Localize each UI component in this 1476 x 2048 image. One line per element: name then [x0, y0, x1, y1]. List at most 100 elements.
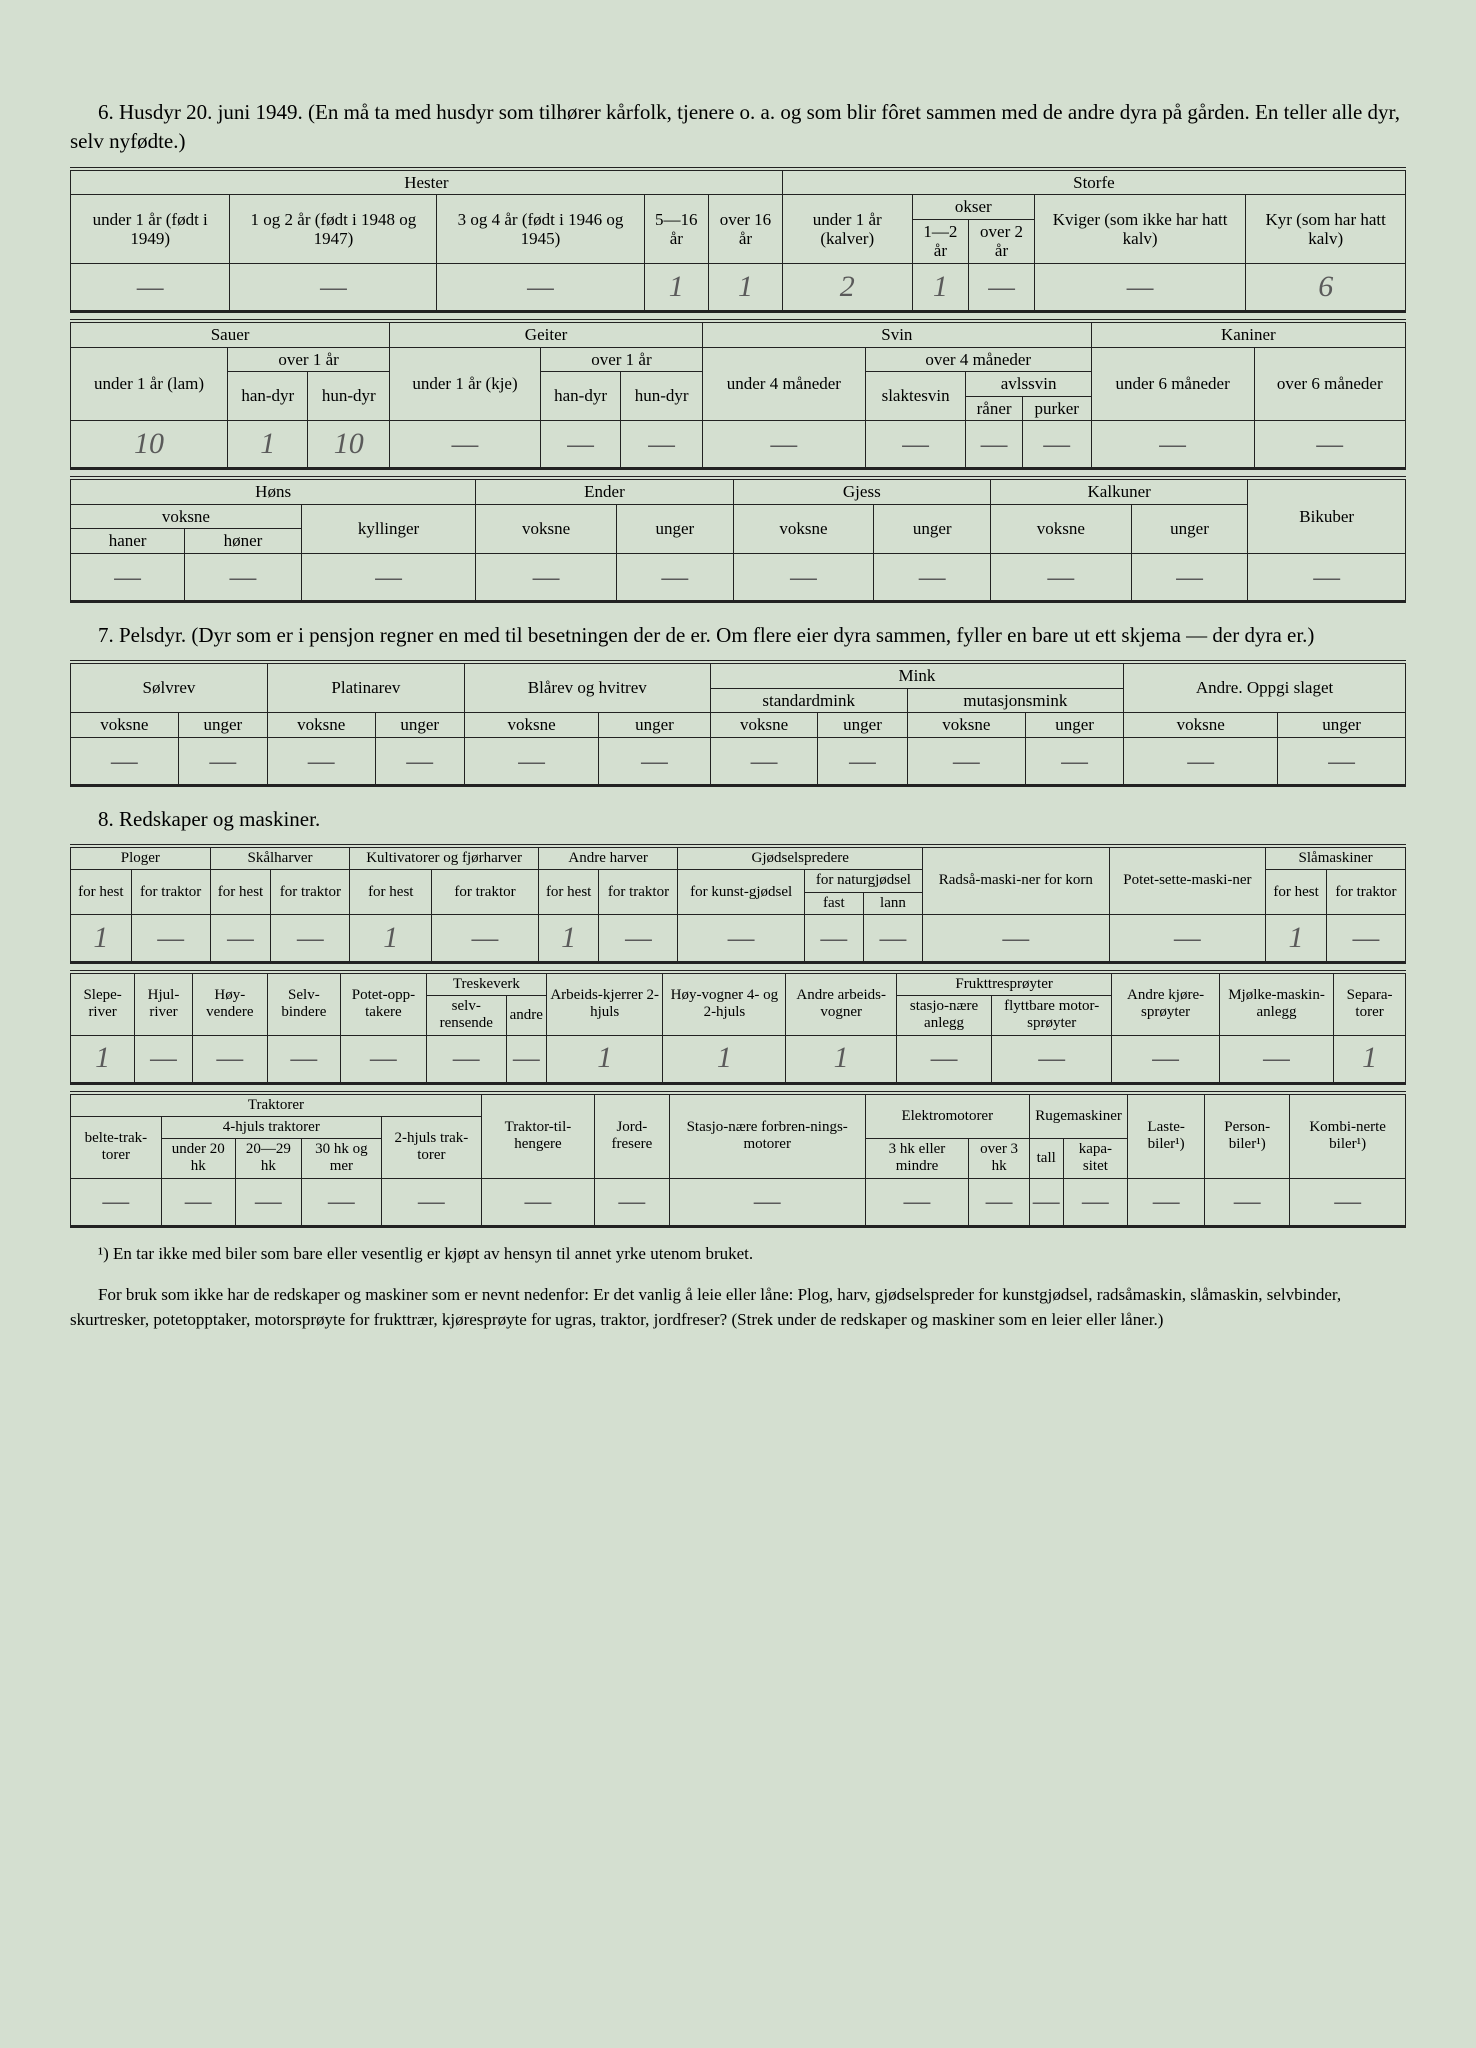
table-hons: Høns Ender Gjess Kalkuner Bikuber voksne… [70, 476, 1406, 603]
en-0: voksne [476, 504, 617, 553]
r1h1: Skålharver [210, 846, 350, 870]
pva1: — [1278, 737, 1406, 785]
r1s7: for traktor [599, 870, 678, 915]
r2h8: Andre arbeids-vogner [786, 972, 897, 1035]
gjess-label: Gjess [733, 478, 990, 504]
r2v3: — [267, 1035, 340, 1083]
r1v13: 1 [1266, 914, 1327, 962]
r1s6: for hest [538, 870, 599, 915]
r1v3: — [271, 914, 350, 962]
pvm3: — [1026, 737, 1124, 785]
r2t0: selv-rensende [426, 996, 506, 1036]
sv0: 2 [782, 263, 912, 311]
pv20: — [464, 737, 598, 785]
r2h4: Potet-opp-takere [340, 972, 426, 1035]
r1s0: for hest [71, 870, 132, 915]
pvm0: — [710, 737, 818, 785]
r2h5: Treskeverk [426, 972, 546, 996]
sa-c0: han-dyr [228, 372, 308, 421]
r2h7: Høy-vogner 4- og 2-hjuls [663, 972, 786, 1035]
s-under1: under 1 år (kalver) [782, 195, 912, 264]
sv2: — [969, 263, 1035, 311]
r1s13: for traktor [1326, 870, 1405, 915]
ender-label: Ender [476, 478, 733, 504]
r3v2: — [235, 1178, 301, 1226]
r3v8: — [865, 1178, 969, 1226]
r3-belte: belte-trak-torer [71, 1116, 162, 1178]
hv2: — [437, 263, 644, 311]
r2t1: andre [506, 996, 546, 1036]
r2f0: stasjo-nære anlegg [897, 996, 992, 1036]
r3v6: — [594, 1178, 669, 1226]
table-redskaper-2: Slepe-river Hjul-river Høy-vendere Selv-… [70, 970, 1406, 1085]
r3-4h: 4-hjuls traktorer [161, 1116, 381, 1138]
r3-4h0: under 20 hk [161, 1139, 235, 1179]
h-col-4: over 16 år [709, 195, 783, 264]
r3-ru: Rugemaskiner [1029, 1093, 1127, 1139]
sv-av1: purker [1022, 396, 1091, 421]
table-hester-storfe: Hester Storfe under 1 år (født i 1949) 1… [70, 167, 1406, 313]
r2v11: — [992, 1035, 1112, 1083]
r3b0: Laste-biler¹) [1128, 1093, 1205, 1179]
r2v10: — [897, 1035, 992, 1083]
s-okser: okser [912, 195, 1034, 220]
storfe-label: Storfe [782, 169, 1405, 195]
hov0: — [71, 553, 185, 601]
h-col-3: 5—16 år [644, 195, 709, 264]
r3v0: — [71, 1178, 162, 1226]
sv-o4: over 4 måneder [865, 347, 1091, 372]
r1h2: Kultivatorer og fjørharver [350, 846, 538, 870]
section7-title: 7. Pelsdyr. (Dyr som er i pensjon regner… [70, 621, 1406, 650]
sav1: 1 [228, 421, 308, 469]
kav0: — [1091, 421, 1254, 469]
r1s12: for hest [1266, 870, 1327, 915]
r1v12: — [1109, 914, 1266, 962]
r2v2: — [192, 1035, 267, 1083]
pc21: unger [599, 713, 710, 738]
ho-c1: høner [185, 529, 302, 554]
r3b2: Kombi-nerte biler¹) [1290, 1093, 1406, 1179]
pv10: — [267, 737, 375, 785]
s-ok-1: over 2 år [969, 219, 1035, 263]
pvm2: — [907, 737, 1025, 785]
pcm3: unger [1026, 713, 1124, 738]
table-sauer-svin: Sauer Geiter Svin Kaniner under 1 år (la… [70, 319, 1406, 470]
r1v10: — [863, 914, 922, 962]
r1h7: Slåmaskiner [1266, 846, 1406, 870]
hons-label: Høns [71, 478, 476, 504]
r2h1: Hjul-river [135, 972, 193, 1035]
sv-sl: slaktesvin [865, 372, 966, 421]
hv3: 1 [644, 263, 709, 311]
sa-u1: under 1 år (lam) [71, 347, 228, 421]
klv1: — [1131, 553, 1248, 601]
r1v9: — [804, 914, 863, 962]
r1v8: — [678, 914, 804, 962]
r3v10: — [1029, 1178, 1063, 1226]
r2h6: Arbeids-kjerrer 2-hjuls [546, 972, 663, 1035]
hv4: 1 [709, 263, 783, 311]
p-ms0: standardmink [710, 688, 907, 713]
r3-el: Elektromotorer [865, 1093, 1029, 1139]
pcm1: unger [818, 713, 907, 738]
svin-label: Svin [702, 321, 1091, 347]
r1s2: for hest [210, 870, 271, 915]
klv0: — [990, 553, 1131, 601]
pcm0: voksne [710, 713, 818, 738]
pv11: — [375, 737, 464, 785]
r2h12: Separa-torer [1334, 972, 1406, 1035]
ge-u1: under 1 år (kje) [390, 347, 541, 421]
env1: — [617, 553, 734, 601]
gev2: — [621, 421, 703, 469]
pc01: unger [178, 713, 267, 738]
section6-title: 6. Husdyr 20. juni 1949. (En må ta med h… [70, 98, 1406, 157]
r3v5: — [481, 1178, 594, 1226]
pc20: voksne [464, 713, 598, 738]
p-g1: Platinarev [267, 662, 464, 713]
section8-title: 8. Redskaper og maskiner. [70, 805, 1406, 834]
ge-c0: han-dyr [540, 372, 620, 421]
gj-0: voksne [733, 504, 874, 553]
r1v1: — [131, 914, 210, 962]
pc11: unger [375, 713, 464, 738]
footnote-2: For bruk som ikke har de redskaper og ma… [70, 1283, 1406, 1332]
kl-0: voksne [990, 504, 1131, 553]
